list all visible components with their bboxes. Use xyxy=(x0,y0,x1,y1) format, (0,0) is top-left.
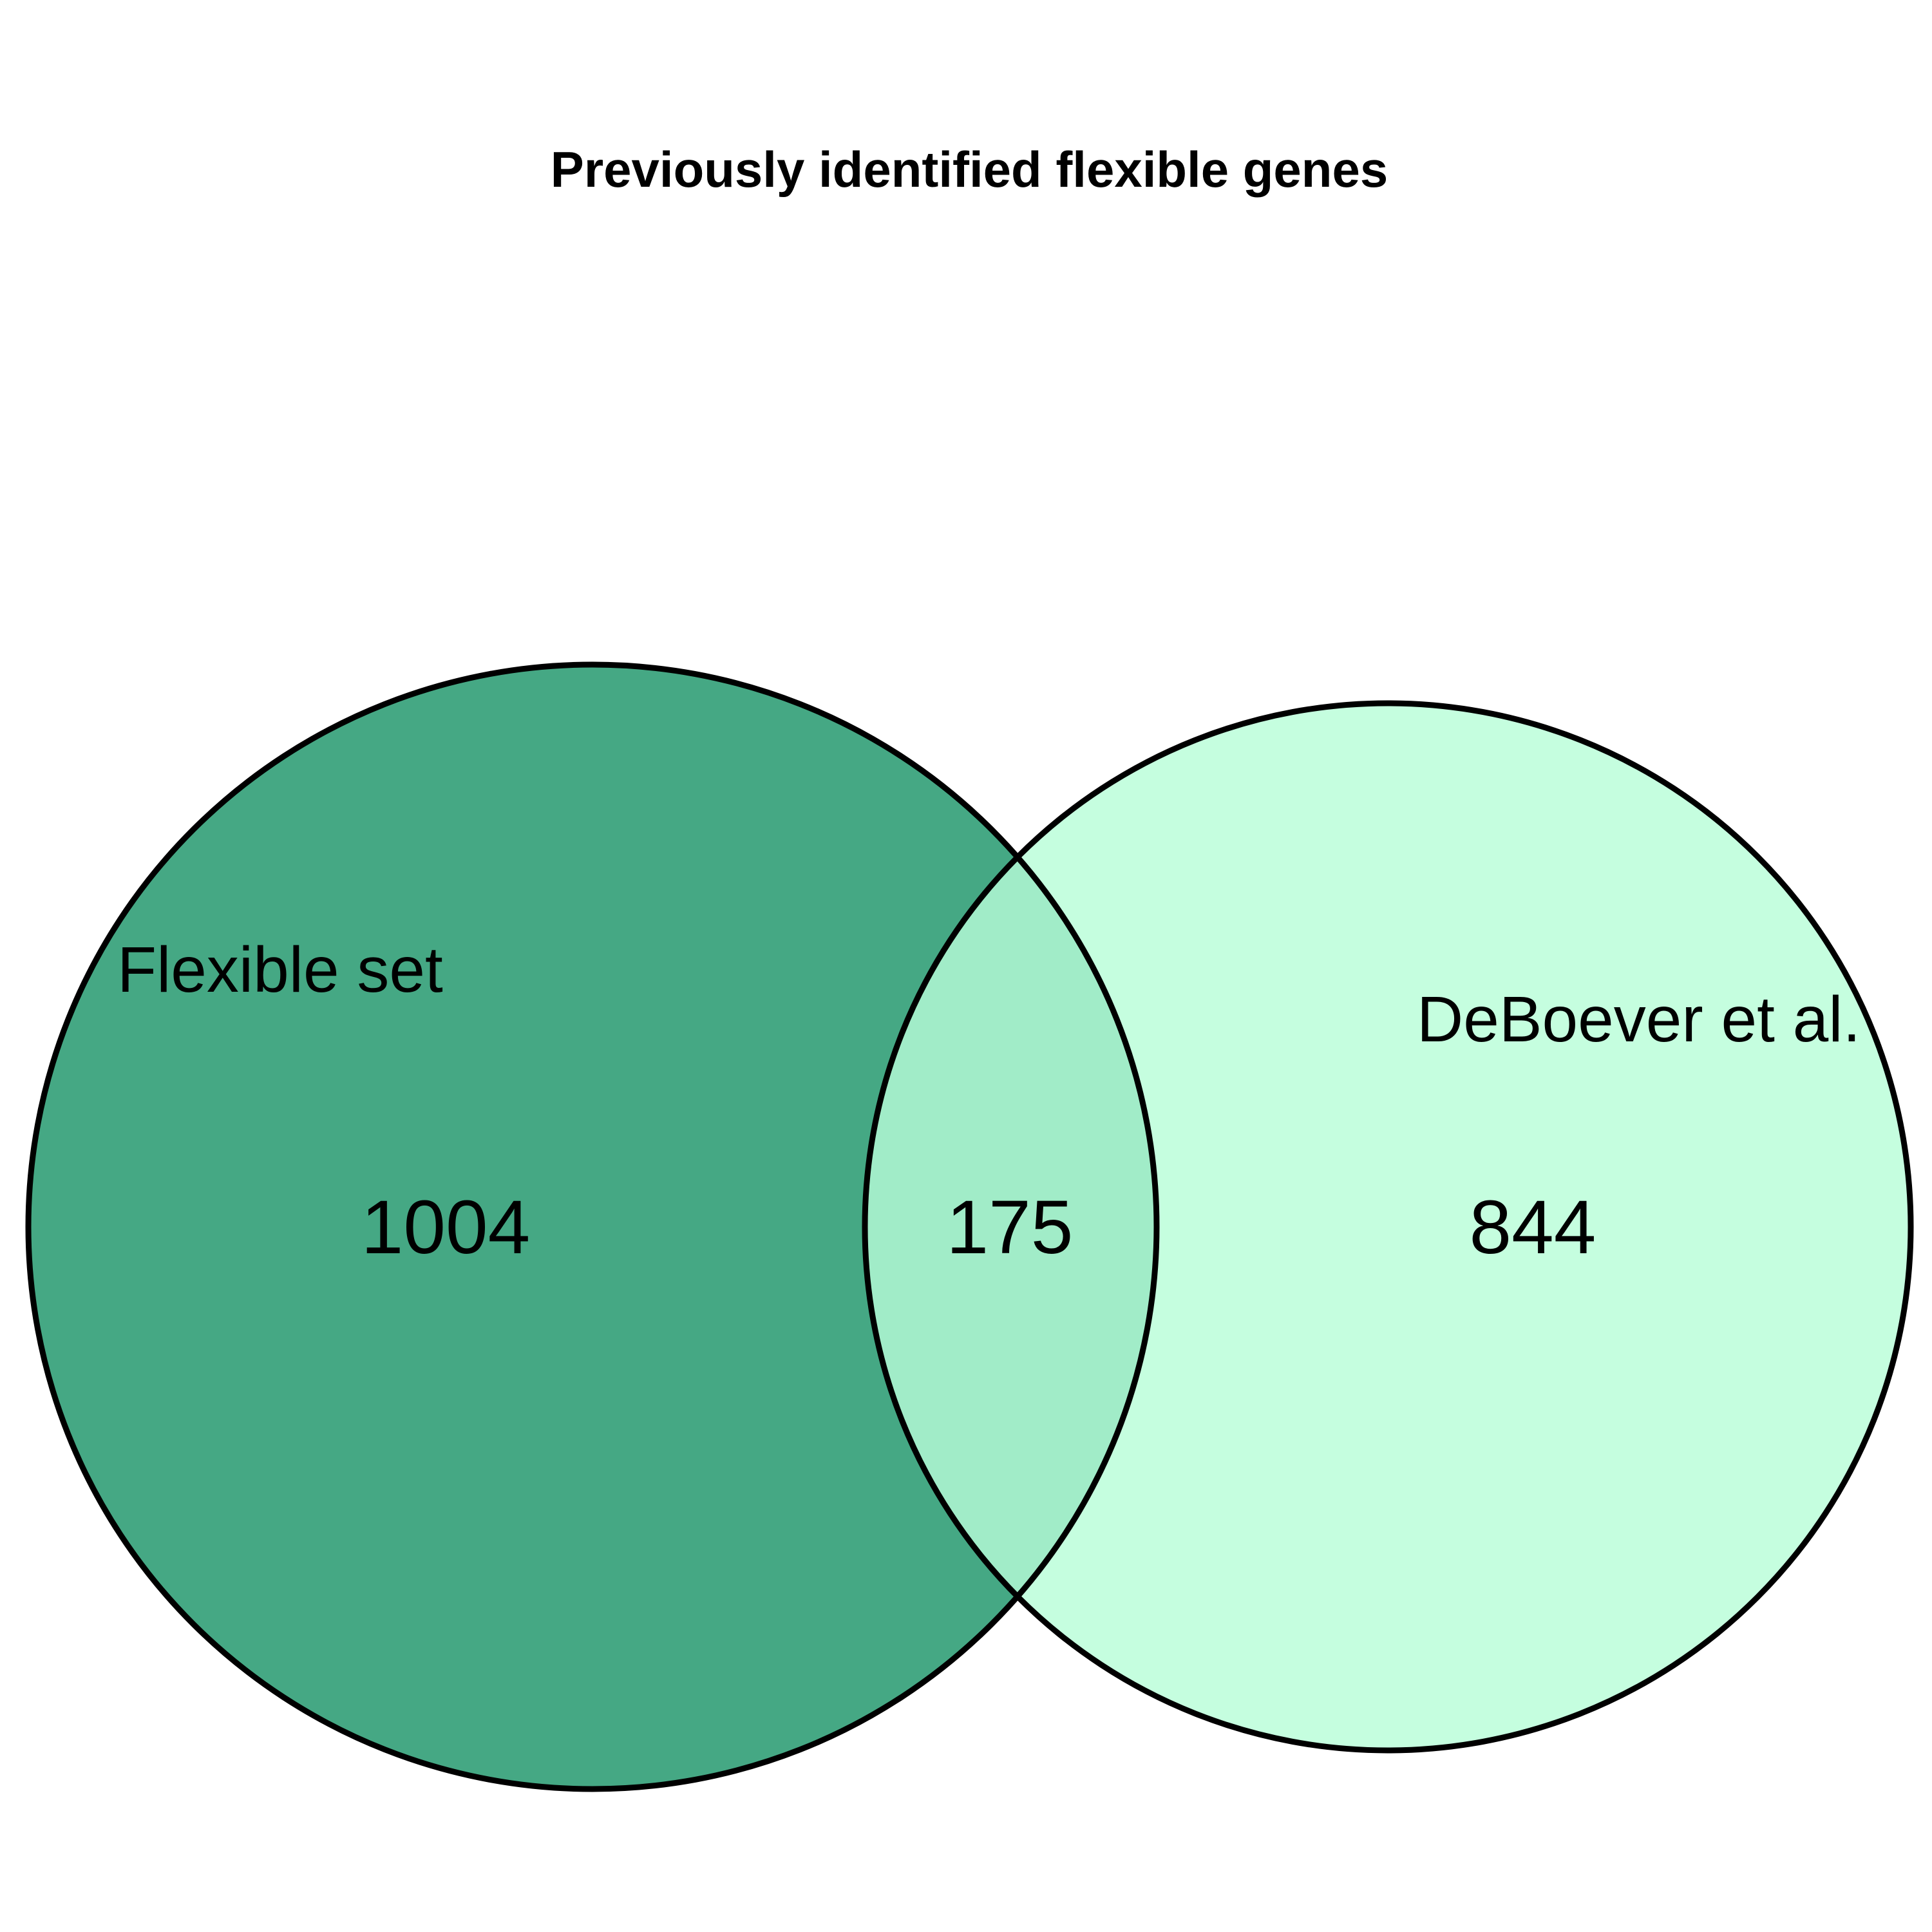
intersection-count: 175 xyxy=(947,1185,1074,1270)
set-a-circle xyxy=(28,665,1157,1789)
set-a-label: Flexible set xyxy=(117,934,443,1006)
set-b-outline xyxy=(862,700,1914,1754)
set-b-label: DeBoever et al. xyxy=(1417,983,1861,1056)
set-b-circle xyxy=(865,703,1911,1750)
set-a-only-count: 1004 xyxy=(361,1185,531,1270)
set-a-outline xyxy=(25,661,1160,1792)
set-b-only-count: 844 xyxy=(1470,1185,1596,1270)
diagram-title: Previously identified flexible genes xyxy=(551,141,1388,198)
